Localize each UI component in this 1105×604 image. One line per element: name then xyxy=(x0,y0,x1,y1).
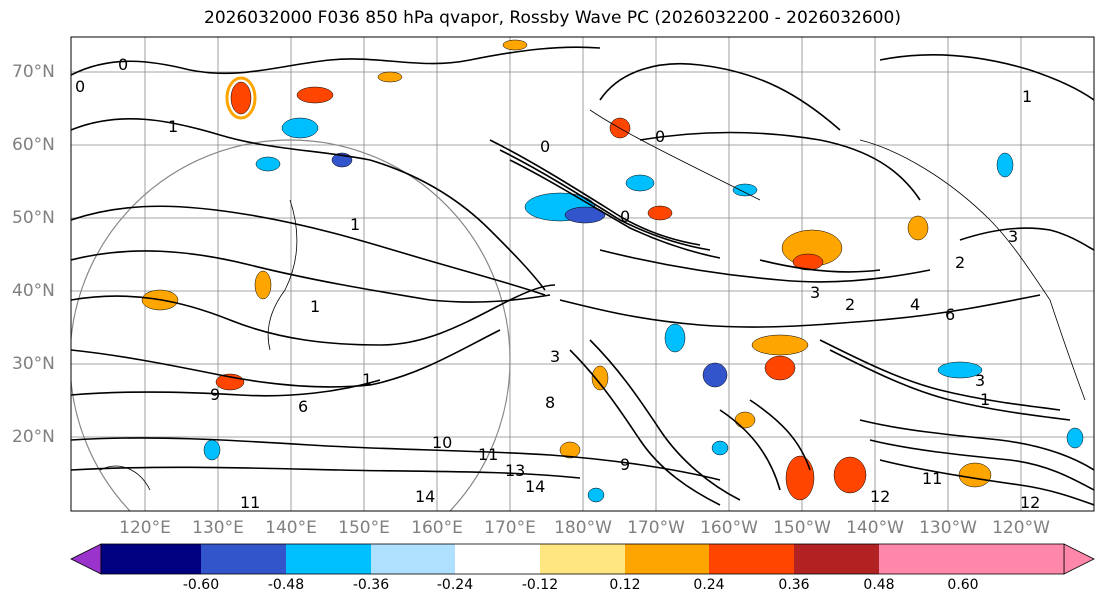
contours xyxy=(71,46,1094,506)
lat-label: 70°N xyxy=(12,62,55,82)
contour-label: 12 xyxy=(870,487,890,506)
contour-label: 3 xyxy=(975,371,985,390)
lat-label: 40°N xyxy=(12,281,55,301)
lon-label: 160°W xyxy=(700,518,758,538)
graticule xyxy=(71,37,1094,511)
contour-label: 0 xyxy=(75,77,85,96)
lon-label: 180°W xyxy=(554,518,612,538)
lon-label: 170°E xyxy=(484,518,536,538)
map-frame xyxy=(70,36,1095,512)
lon-label: 170°W xyxy=(627,518,685,538)
colorbar-high-arrow xyxy=(1063,543,1095,575)
contour-label: 11 xyxy=(240,493,260,512)
colorbar-tick-label: -0.24 xyxy=(436,577,474,593)
colorbar-segment xyxy=(101,544,201,574)
lon-label: 130°W xyxy=(919,518,977,538)
contour-label: 8 xyxy=(545,393,555,412)
colorbar-tick-label: 0.24 xyxy=(693,577,725,593)
colorbar-tick-label: 0.36 xyxy=(778,577,810,593)
lon-label: 120°W xyxy=(992,518,1050,538)
contour-label: 1 xyxy=(980,390,990,409)
contour-label: 2 xyxy=(845,295,855,314)
anomaly-patches xyxy=(141,39,1084,503)
contour-label: 9 xyxy=(620,455,630,474)
contour-label: 3 xyxy=(550,347,560,366)
contour-label: 9 xyxy=(210,385,220,404)
lon-label: 140°W xyxy=(846,518,904,538)
contour-label: 1 xyxy=(168,117,178,136)
colorbar xyxy=(70,543,1095,575)
colorbar-segment xyxy=(371,544,455,574)
colorbar-tick-label: -0.48 xyxy=(267,577,305,593)
contour-label: 1 xyxy=(310,297,320,316)
colorbar-segment xyxy=(879,544,963,574)
lat-label: 20°N xyxy=(12,427,55,447)
contour-label: 10 xyxy=(432,433,452,452)
colorbar-segment xyxy=(709,544,794,574)
contour-label: 4 xyxy=(910,295,920,314)
lon-label: 150°E xyxy=(338,518,390,538)
colorbar-segment xyxy=(455,544,540,574)
contour-labels: 0 1 0 0 0 1 1 0 1 3 2 3 2 4 6 8 3 1 6 9 … xyxy=(75,55,1040,512)
colorbar-tick-label: 0.48 xyxy=(863,577,895,593)
colorbar-frame xyxy=(100,543,1065,575)
colorbar-tick-label: 0.60 xyxy=(947,577,979,593)
contour-label: 0 xyxy=(118,55,128,74)
contour-label: 11 xyxy=(922,469,942,488)
plot-title: 2026032000 F036 850 hPa qvapor, Rossby W… xyxy=(204,8,901,28)
contour-label: 12 xyxy=(1020,493,1040,512)
contour-label: 3 xyxy=(1008,227,1018,246)
lon-label: 150°W xyxy=(773,518,831,538)
contour-label: 1 xyxy=(350,215,360,234)
colorbar-segment xyxy=(201,544,286,574)
contour-label: 6 xyxy=(945,305,955,324)
great-circle xyxy=(71,139,511,511)
lon-label: 130°E xyxy=(192,518,244,538)
colorbar-segment xyxy=(540,544,625,574)
contour-label: 14 xyxy=(415,487,435,506)
lon-label: 140°E xyxy=(265,518,317,538)
colorbar-tick-label: -0.60 xyxy=(182,577,220,593)
contour-label: 2 xyxy=(955,253,965,272)
contour-label: 1 xyxy=(362,370,372,389)
contour-label: 11 xyxy=(478,445,498,464)
colorbar-segment xyxy=(286,544,371,574)
colorbar-segment xyxy=(963,544,1064,574)
colorbar-low-arrow xyxy=(70,543,102,575)
lon-label: 120°E xyxy=(119,518,171,538)
lat-label: 50°N xyxy=(12,208,55,228)
contour-label: 13 xyxy=(505,461,525,480)
map-area: 0 1 0 0 0 1 1 0 1 3 2 3 2 4 6 8 3 1 6 9 … xyxy=(71,37,1094,512)
contour-label: 6 xyxy=(298,397,308,416)
colorbar-segment xyxy=(625,544,709,574)
lat-label: 30°N xyxy=(12,354,55,374)
colorbar-tick-label: -0.36 xyxy=(352,577,390,593)
colorbar-segment xyxy=(794,544,879,574)
contour-label: 1 xyxy=(1022,87,1032,106)
contour-label: 0 xyxy=(655,127,665,146)
contour-label: 0 xyxy=(540,137,550,156)
contour-label: 0 xyxy=(620,207,630,226)
contour-label: 14 xyxy=(525,477,545,496)
colorbar-tick-label: 0.12 xyxy=(609,577,641,593)
colorbar-tick-label: -0.12 xyxy=(521,577,559,593)
lat-label: 60°N xyxy=(12,135,55,155)
lon-label: 160°E xyxy=(411,518,463,538)
contour-label: 3 xyxy=(810,283,820,302)
